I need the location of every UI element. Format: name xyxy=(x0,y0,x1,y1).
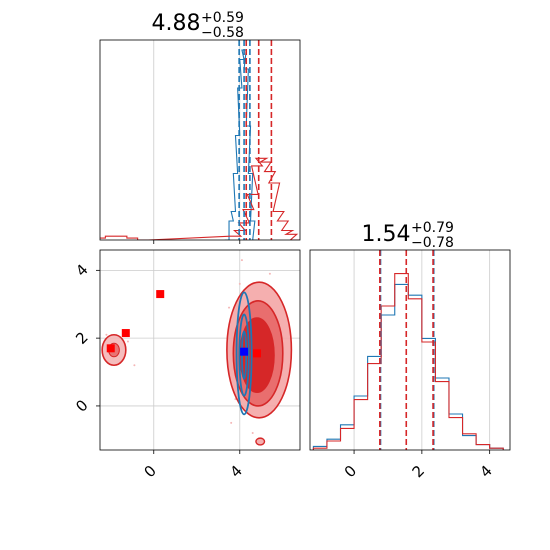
bottom-right-histograms xyxy=(312,273,504,450)
bottom-left-sample-point xyxy=(251,432,254,435)
bottom-right-red-histogram xyxy=(312,273,504,450)
bottom-right-title-value: 1.54 xyxy=(362,222,411,247)
top-left-histogram-panel: 4.88 +0.59 −0.58 xyxy=(99,10,301,244)
red-small-bottom-contour xyxy=(255,437,266,446)
bottom-left-sample-point xyxy=(268,272,271,275)
bottom-left-sample-point xyxy=(105,333,108,336)
bottom-left-y-tick-label: 2 xyxy=(72,328,91,347)
bottom-left-markers xyxy=(106,290,261,358)
bottom-left-x-tick-label: 4 xyxy=(227,462,246,481)
bottom-right-quantile-lines xyxy=(379,250,435,450)
blue-contour-outer xyxy=(235,291,253,416)
bottom-left-sample-point xyxy=(228,306,231,309)
bottom-right-blue-histogram xyxy=(312,283,504,450)
bottom-left-y-tick-label: 4 xyxy=(72,261,91,280)
red-square-marker xyxy=(156,290,165,299)
top-left-red-histogram xyxy=(100,157,300,240)
red-square-marker xyxy=(252,349,261,358)
red-square-marker xyxy=(121,329,130,338)
top-left-blue-histogram xyxy=(224,49,257,240)
top-left-title-value: 4.88 xyxy=(152,11,201,36)
top-left-title-plus: +0.59 xyxy=(201,10,244,26)
bottom-left-sample-point xyxy=(230,421,233,424)
bottom-left-sample-point xyxy=(240,259,243,262)
top-left-histograms xyxy=(100,49,300,240)
bottom-right-x-tick-label: 2 xyxy=(409,462,428,481)
bottom-right-ticks: 0 2 4 xyxy=(341,450,496,481)
top-left-quantile-lines xyxy=(238,40,273,240)
bottom-right-x-tick-label: 0 xyxy=(341,462,360,481)
bottom-left-frame xyxy=(99,249,301,451)
bottom-right-frame xyxy=(309,249,511,451)
bottom-right-title-plus: +0.79 xyxy=(411,220,454,236)
bottom-right-grid xyxy=(353,250,491,450)
bottom-right-title-minus: −0.78 xyxy=(411,235,454,251)
blue-square-marker xyxy=(240,347,249,356)
red-square-marker xyxy=(106,344,115,353)
bottom-left-sample-point xyxy=(238,282,241,285)
bottom-left-sample-point xyxy=(133,364,136,367)
bottom-left-y-tick-label: 0 xyxy=(72,396,91,415)
bottom-left-contours xyxy=(101,259,293,446)
top-left-ticks xyxy=(153,240,241,244)
bottom-right-histogram-panel: 0 2 4 1.54 +0.79 −0.78 xyxy=(309,220,511,481)
top-left-title: 4.88 xyxy=(152,11,201,36)
bottom-left-sample-point xyxy=(126,340,129,343)
bottom-left-contour-panel: 0 4 0 2 4 xyxy=(72,249,301,481)
top-left-frame xyxy=(99,39,301,241)
top-left-grid xyxy=(153,40,241,240)
bottom-right-x-tick-label: 4 xyxy=(476,462,495,481)
top-left-title-minus: −0.58 xyxy=(201,25,244,41)
bottom-left-x-tick-label: 0 xyxy=(140,462,159,481)
blue-contour-middle xyxy=(238,313,250,397)
